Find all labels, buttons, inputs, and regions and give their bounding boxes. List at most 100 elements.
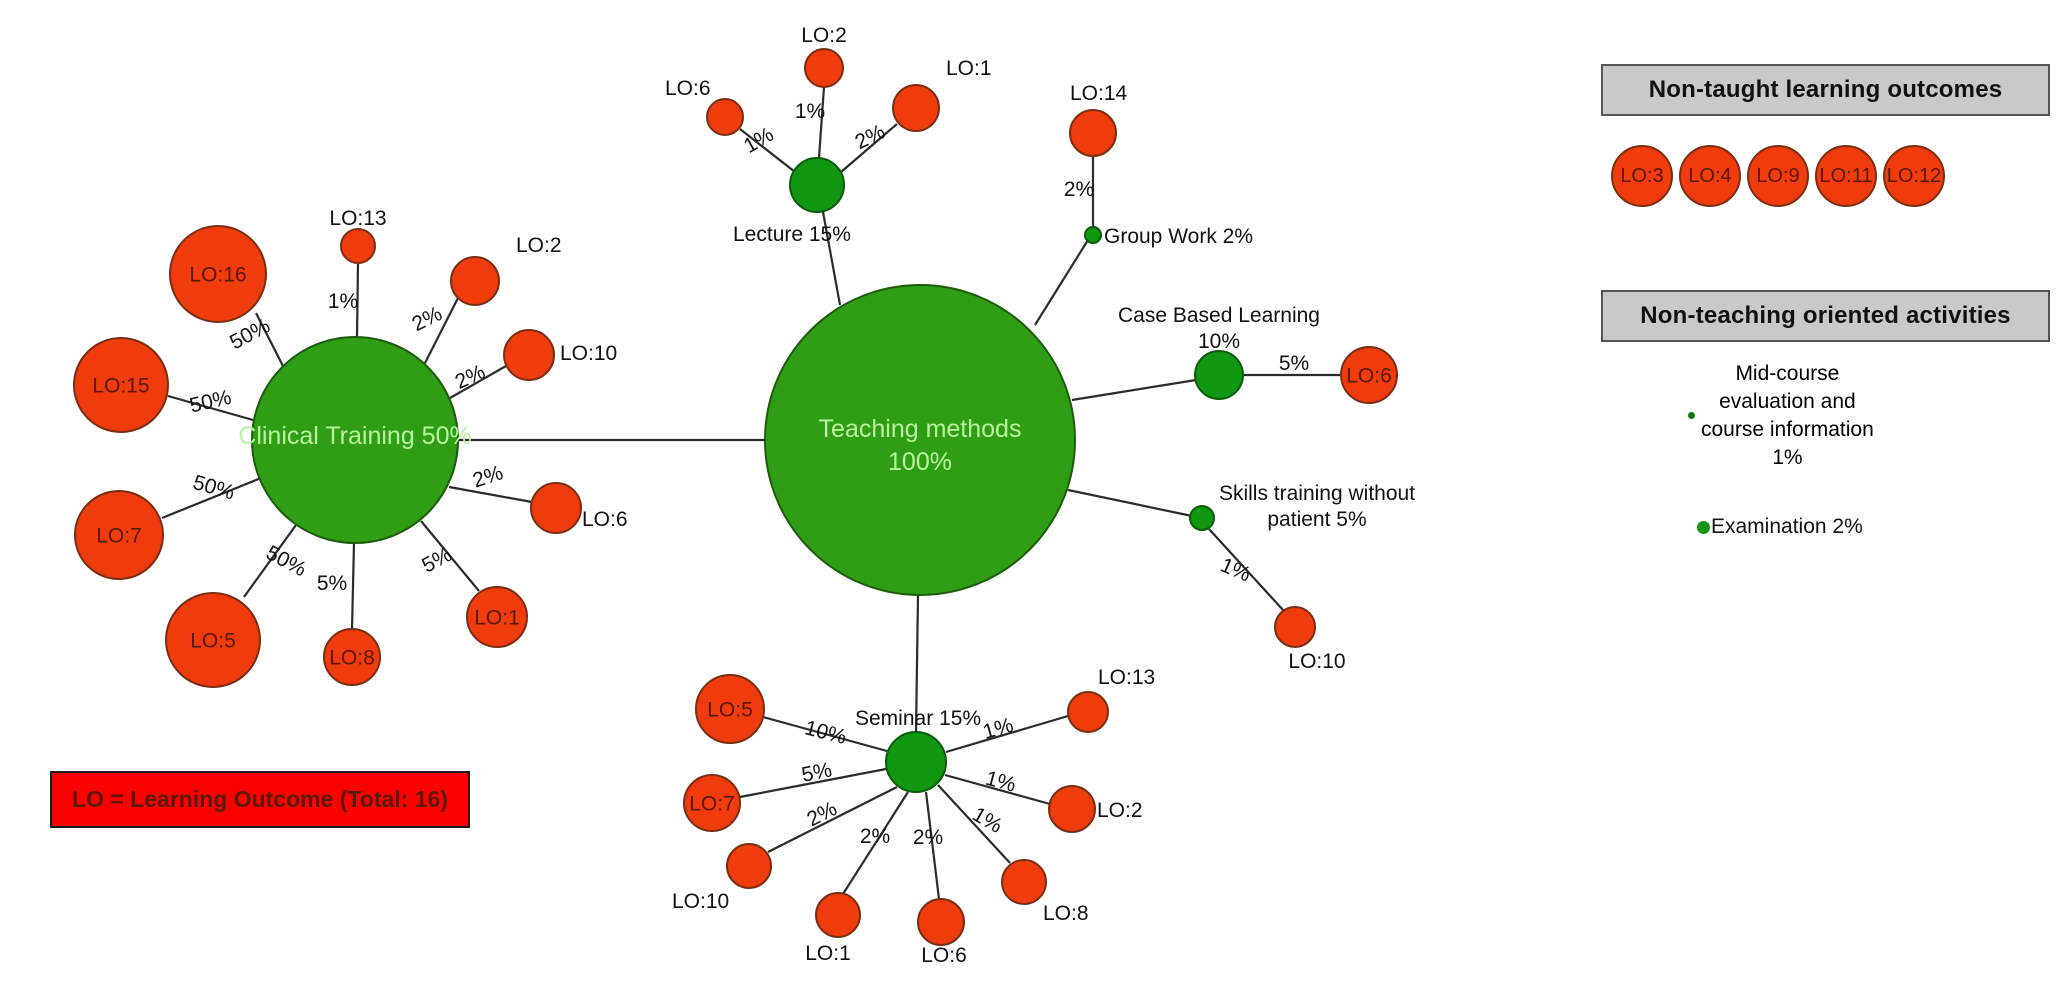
label-clinical-lo8: LO:8 (329, 647, 375, 670)
edge-teaching-seminar (914, 594, 920, 734)
legend-activity-mid-course-line4: 1% (1772, 445, 1803, 469)
lo-node-clinical-lo13[interactable] (340, 228, 376, 264)
edge-seminar-lo5 (762, 715, 888, 753)
label-clinical-lo13-outer: LO:13 (329, 207, 386, 230)
label-clinical-lo5: LO:5 (190, 630, 236, 653)
label-seminar-lo13-outer: LO:13 (1098, 666, 1155, 689)
lo-node-seminar-lo7[interactable] (683, 774, 741, 832)
node-seminar[interactable] (885, 731, 947, 793)
clinical-cluster-edges (161, 263, 533, 630)
legend-activity-mid-course-line3: course information (1701, 417, 1874, 441)
label-skills-training-line1: Skills training without (1219, 482, 1415, 505)
node-group-work[interactable] (1084, 226, 1102, 244)
edge-lecture-lo1 (840, 123, 898, 173)
legend-lo-chip-11-label: LO:11 (1819, 164, 1873, 187)
lo-node-lecture-lo2[interactable] (804, 48, 844, 88)
edge-pct-seminar-lo8: 1% (968, 803, 1006, 838)
legend-activity-mid-course-text: Mid-course evaluation and course informa… (1701, 360, 1874, 472)
edge-teaching-skills (1067, 488, 1193, 518)
lo-node-clinical-lo10[interactable] (503, 329, 555, 381)
node-teaching-methods[interactable] (764, 284, 1076, 596)
legend-lo-chip-9[interactable]: LO:9 (1747, 145, 1809, 207)
label-clinical-lo2-outer: LO:2 (516, 234, 562, 257)
edge-pct-cbl-lo6: 5% (1279, 352, 1309, 375)
edge-pct-seminar-lo1: 2% (860, 825, 890, 848)
green-dot-medium-icon (1697, 520, 1710, 534)
lo-node-groupwork-lo14[interactable] (1069, 109, 1117, 157)
edge-seminar-lo1 (842, 791, 909, 895)
edge-pct-clinical-lo8: 5% (317, 572, 347, 595)
lo-node-lecture-lo1[interactable] (892, 84, 940, 132)
legend-non-teaching-title: Non-teaching oriented activities (1640, 302, 2011, 329)
lo-node-cbl-lo6[interactable] (1340, 346, 1398, 404)
lo-node-clinical-lo15[interactable] (73, 337, 169, 433)
lo-node-seminar-lo6[interactable] (917, 898, 965, 946)
node-inner-labels: Teaching methods 100% Clinical Training … (92, 264, 1391, 816)
label-clinical-lo10-outer: LO:10 (560, 342, 617, 365)
label-clinical-lo7: LO:7 (96, 525, 142, 548)
legend-non-teaching-header: Non-teaching oriented activities (1601, 290, 2050, 342)
lo-node-seminar-lo1[interactable] (815, 892, 861, 938)
lo-node-clinical-lo7[interactable] (74, 490, 164, 580)
edge-clinical-lo7 (161, 476, 262, 520)
lo-node-clinical-lo2[interactable] (450, 256, 500, 306)
edge-clinical-lo16 (255, 312, 284, 367)
lecture-cluster-edges (739, 86, 898, 173)
legend-non-taught-chips: LO:3 LO:4 LO:9 LO:11 LO:12 (1611, 145, 1945, 207)
lo-node-seminar-lo8[interactable] (1001, 859, 1047, 905)
label-lecture: Lecture 15% (733, 223, 851, 246)
label-seminar-lo6-outer: LO:6 (921, 944, 967, 967)
edge-seminar-lo6 (924, 791, 941, 900)
lo-node-skills-lo10[interactable] (1274, 606, 1316, 648)
lo-node-seminar-lo10[interactable] (726, 843, 772, 889)
legend-lo-chip-4[interactable]: LO:4 (1679, 145, 1741, 207)
edge-pct-lecture-lo2: 1% (795, 100, 825, 123)
lo-node-clinical-lo5[interactable] (165, 592, 261, 688)
edge-clinical-lo8 (350, 542, 356, 630)
edge-pct-clinical-lo1: 5% (418, 543, 456, 578)
lo-node-seminar-lo13[interactable] (1067, 691, 1109, 733)
edge-clinical-lo1 (420, 520, 480, 592)
legend-lo-chip-12-label: LO:12 (1886, 164, 1942, 187)
edge-pct-skills-lo10: 1% (1217, 553, 1254, 586)
edge-pct-clinical-lo5: 50% (262, 541, 310, 581)
legend-lo-chip-12[interactable]: LO:12 (1883, 145, 1945, 207)
legend-lo-chip-11[interactable]: LO:11 (1815, 145, 1877, 207)
node-skills-training[interactable] (1189, 505, 1215, 531)
edge-clinical-lo10 (449, 365, 507, 399)
lo-node-clinical-lo6[interactable] (530, 482, 582, 534)
lo-node-seminar-lo5[interactable] (695, 674, 765, 744)
lo-node-clinical-lo1[interactable] (466, 586, 528, 648)
edge-teaching-lecture (821, 211, 842, 306)
label-lecture-lo1-outer: LO:1 (946, 57, 992, 80)
skills-cluster-edges (1208, 528, 1284, 611)
teaching-method-nodes (251, 157, 1244, 793)
label-clinical-training: Clinical Training 50% (238, 422, 471, 450)
lo-node-seminar-lo2[interactable] (1048, 785, 1096, 833)
label-case-based-learning-line1: Case Based Learning (1118, 304, 1320, 327)
seminar-cluster-edges (739, 714, 1069, 900)
legend-activity-examination-text: Examination 2% (1711, 515, 1863, 538)
edge-pct-seminar-lo5: 10% (802, 716, 848, 748)
lo-node-clinical-lo16[interactable] (169, 225, 267, 323)
green-dot-small-icon (1688, 412, 1695, 420)
node-clinical-training[interactable] (251, 336, 459, 544)
edge-clinical-lo2 (423, 297, 459, 366)
label-teaching-methods-line1: Teaching methods (819, 415, 1022, 443)
label-seminar-lo1-outer: LO:1 (805, 942, 851, 965)
legend-lo-key-text: LO = Learning Outcome (Total: 16) (72, 786, 448, 812)
node-lecture[interactable] (789, 157, 845, 213)
edge-pct-clinical-lo6: 2% (470, 461, 506, 492)
label-lecture-lo6-outer: LO:6 (665, 77, 711, 100)
edge-teaching-groupwork (1034, 239, 1089, 326)
legend-lo-chip-3[interactable]: LO:3 (1611, 145, 1673, 207)
label-skills-training-line2: patient 5% (1267, 508, 1366, 531)
lo-node-clinical-lo8[interactable] (323, 628, 381, 686)
label-clinical-lo15: LO:15 (92, 375, 149, 398)
legend-activity-mid-course-line2: evaluation and (1719, 389, 1856, 413)
node-case-based-learning[interactable] (1194, 350, 1244, 400)
lo-node-lecture-lo6[interactable] (706, 98, 744, 136)
label-seminar-lo10-outer: LO:10 (672, 890, 729, 913)
label-cbl-lo6: LO:6 (1346, 365, 1392, 388)
